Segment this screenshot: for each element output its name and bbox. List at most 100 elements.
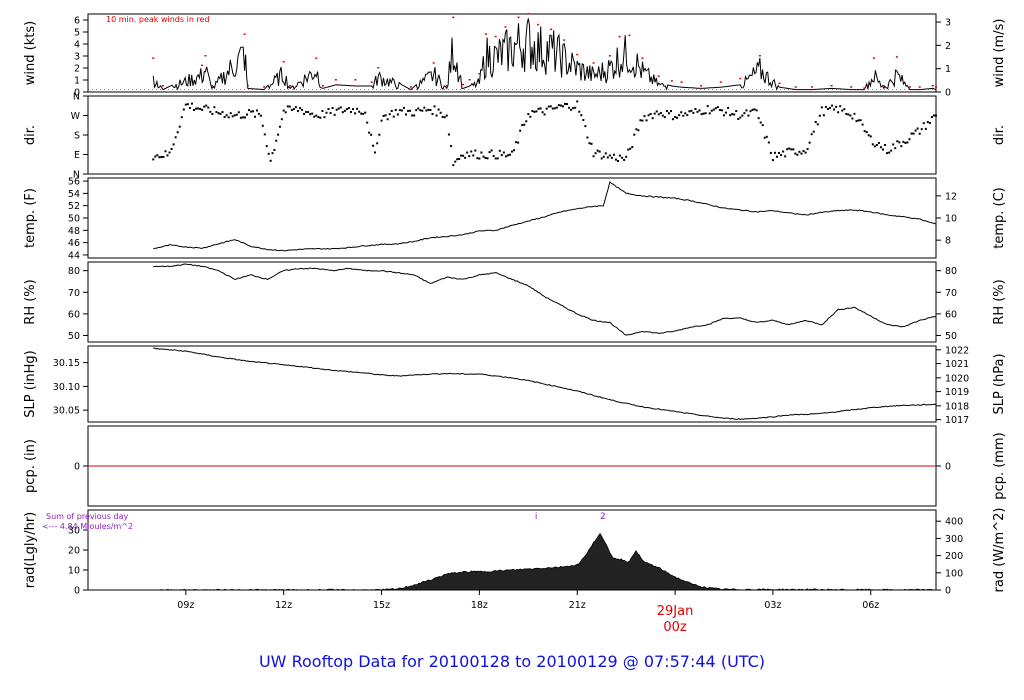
direction-point — [259, 114, 262, 117]
direction-point — [908, 138, 911, 141]
direction-point — [313, 115, 316, 118]
direction-point — [935, 114, 937, 117]
direction-point — [843, 108, 846, 111]
direction-point — [417, 107, 420, 110]
direction-point — [380, 119, 383, 122]
direction-point — [402, 106, 405, 109]
direction-point — [629, 147, 632, 150]
direction-point — [776, 155, 778, 158]
direction-point — [847, 113, 850, 116]
panel-2-ltick-label: 54 — [68, 189, 80, 200]
direction-point — [309, 113, 312, 116]
direction-point — [845, 113, 848, 116]
direction-point — [470, 150, 473, 153]
direction-point — [796, 153, 799, 156]
direction-point — [229, 112, 232, 115]
direction-point — [170, 148, 173, 151]
direction-point — [761, 124, 764, 127]
direction-point — [633, 133, 636, 136]
direction-point — [182, 108, 185, 111]
wind-peak-marker — [282, 61, 285, 63]
panel-4-rtick-label: 1022 — [945, 345, 969, 356]
direction-point — [490, 149, 493, 152]
wind-peak-marker — [462, 83, 465, 86]
direction-point — [686, 114, 689, 117]
direction-point — [419, 109, 422, 112]
direction-point — [723, 114, 725, 117]
radiation-annotation-2: <--- 4.84 MJoules/m^2 — [42, 522, 133, 531]
direction-point — [221, 111, 224, 114]
direction-point — [576, 100, 579, 103]
direction-point — [425, 109, 428, 112]
direction-point — [476, 157, 479, 160]
wind-peak-marker — [641, 57, 644, 59]
direction-point — [500, 154, 503, 157]
direction-point — [517, 141, 520, 144]
panel-4-ylabel-right: SLP (hPa) — [992, 353, 1007, 414]
direction-point — [447, 133, 450, 136]
direction-point — [329, 112, 332, 115]
direction-point — [519, 129, 522, 132]
wind-peak-marker — [670, 80, 673, 82]
direction-point — [255, 109, 258, 112]
direction-point — [250, 110, 253, 113]
direction-point — [808, 141, 811, 144]
direction-point — [649, 112, 652, 115]
direction-point — [333, 113, 336, 116]
panel-4-ltick-label: 30.15 — [53, 358, 80, 369]
panel-6-rtick-label: 0 — [945, 586, 951, 597]
panel-0-ylabel-right: wind (m/s) — [992, 19, 1007, 88]
panel-0-rtick-label: 1 — [945, 64, 951, 75]
direction-point — [193, 109, 195, 112]
wind-peak-marker — [152, 57, 155, 59]
wind-peak-marker — [550, 28, 553, 31]
wind-peak-marker — [243, 33, 246, 35]
wind-peak-marker — [758, 55, 761, 57]
direction-point — [621, 156, 624, 159]
direction-point — [547, 105, 550, 108]
direction-point — [859, 119, 862, 122]
direction-point — [545, 107, 548, 110]
direction-point — [712, 108, 715, 111]
panel-4-ylabel-left: SLP (inHg) — [23, 350, 38, 418]
direction-point — [253, 115, 256, 118]
panel-2-series-line — [153, 180, 937, 252]
direction-point — [568, 106, 571, 109]
direction-point — [657, 113, 660, 116]
panel-0-rtick-label: 2 — [945, 41, 951, 52]
direction-point — [323, 116, 326, 119]
direction-point — [543, 113, 546, 116]
wind-peak-marker — [592, 62, 595, 64]
direction-point — [484, 156, 487, 159]
direction-point — [378, 133, 381, 136]
direction-point — [482, 155, 485, 158]
direction-point — [612, 153, 615, 156]
direction-point — [663, 116, 666, 119]
direction-point — [286, 105, 289, 108]
panel-4-rtick-label: 1021 — [945, 359, 969, 370]
direction-point — [608, 154, 611, 157]
direction-point — [645, 119, 648, 122]
direction-point — [223, 116, 226, 119]
direction-point — [235, 113, 238, 116]
panel-2-rtick-label: 12 — [945, 191, 957, 202]
direction-point — [918, 132, 921, 135]
direction-point — [299, 107, 301, 110]
direction-point — [835, 105, 838, 108]
direction-point — [394, 109, 397, 112]
panel-0-ltick-label: 5 — [74, 28, 80, 39]
direction-point — [513, 149, 516, 152]
direction-point — [511, 150, 513, 153]
direction-point — [480, 151, 483, 154]
direction-point — [551, 107, 554, 110]
direction-point — [759, 121, 762, 124]
direction-point — [372, 144, 375, 147]
wind-peak-marker — [657, 75, 660, 77]
direction-point — [335, 108, 338, 111]
direction-point — [307, 111, 310, 114]
direction-point — [413, 114, 416, 117]
direction-point — [458, 157, 461, 160]
panel-1-ylabel-left: dir. — [23, 125, 38, 145]
direction-point — [427, 108, 430, 111]
direction-point — [273, 148, 276, 151]
